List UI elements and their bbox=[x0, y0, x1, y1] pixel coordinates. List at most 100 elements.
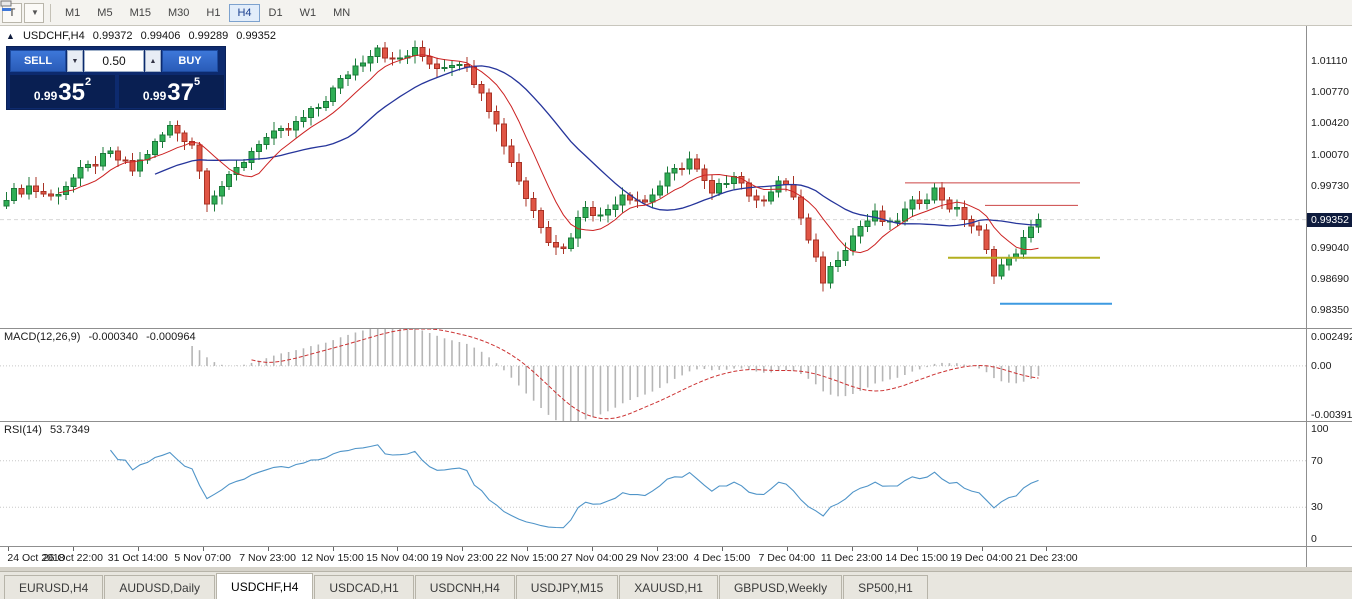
time-axis-label: 26 Oct 22:00 bbox=[42, 552, 103, 564]
one-click-trade-panel: SELL ▼ 0.50 ▲ BUY 0.99 35 2 0.99 37 5 bbox=[6, 46, 226, 110]
macd-panel[interactable]: MACD(12,26,9) -0.000340 -0.000964 bbox=[0, 329, 1306, 421]
time-tick bbox=[8, 547, 9, 551]
time-axis-label: 15 Nov 04:00 bbox=[366, 552, 429, 564]
timeframe-group: M1 M5 M15 M30 H1 H4 D1 W1 MN bbox=[57, 3, 359, 22]
timeframe-m1[interactable]: M1 bbox=[65, 6, 81, 19]
timeframe-h1[interactable]: H1 bbox=[206, 6, 221, 19]
price-panel[interactable]: ▲ USDCHF,H4 0.99372 0.99406 0.99289 0.99… bbox=[0, 26, 1306, 328]
price-axis-label: 1.00770 bbox=[1311, 85, 1349, 98]
palette-icon[interactable]: ▼ bbox=[0, 0, 44, 23]
time-axis-label: 19 Nov 23:00 bbox=[431, 552, 494, 564]
ask-price[interactable]: 0.99 37 5 bbox=[119, 75, 224, 108]
toolbar-separator bbox=[50, 3, 51, 22]
paint-roller-icon bbox=[0, 0, 12, 11]
ohlc-open: 0.99372 bbox=[92, 30, 133, 42]
buy-button[interactable]: BUY bbox=[162, 50, 218, 72]
chart-tab-usdjpy-m15[interactable]: USDJPY,M15 bbox=[515, 575, 619, 599]
chart-tab-gbpusd-weekly[interactable]: GBPUSD,Weekly bbox=[718, 575, 843, 599]
price-axis-label: 1.00420 bbox=[1311, 117, 1349, 130]
price-axis-label: 0.98690 bbox=[1311, 273, 1349, 286]
time-tick bbox=[592, 547, 594, 551]
bid-pipette: 2 bbox=[84, 76, 92, 88]
macd-main-value: -0.000340 bbox=[88, 331, 139, 343]
time-axis-label: 12 Nov 15:00 bbox=[301, 552, 364, 564]
rsi-axis-label: 0 bbox=[1311, 533, 1317, 545]
panel-separator[interactable] bbox=[0, 421, 1352, 422]
time-tick bbox=[527, 547, 529, 551]
candlestick-chart[interactable] bbox=[0, 26, 1306, 328]
time-tick bbox=[981, 547, 983, 551]
chart-tab-usdcad-h1[interactable]: USDCAD,H1 bbox=[314, 575, 414, 599]
time-tick bbox=[72, 547, 74, 551]
time-tick bbox=[397, 547, 399, 551]
time-tick bbox=[332, 547, 334, 551]
toolbar: T ▼ M1 M5 M15 M30 H1 H4 D1 W1 MN bbox=[0, 0, 1352, 26]
time-axis-label: 31 Oct 14:00 bbox=[107, 552, 168, 564]
current-price-badge: 0.99352 bbox=[1307, 212, 1352, 227]
bid-price[interactable]: 0.99 35 2 bbox=[10, 75, 115, 108]
timeframe-m5[interactable]: M5 bbox=[97, 6, 113, 19]
time-axis-label: 7 Dec 04:00 bbox=[758, 552, 816, 564]
time-tick bbox=[462, 547, 464, 551]
chart-tab-audusd-daily[interactable]: AUDUSD,Daily bbox=[104, 575, 216, 599]
chart-header: ▲ USDCHF,H4 0.99372 0.99406 0.99289 0.99… bbox=[6, 30, 281, 42]
panel-separator bbox=[0, 546, 1352, 547]
chart-tab-eurusd-h4[interactable]: EURUSD,H4 bbox=[4, 575, 104, 599]
sell-button[interactable]: SELL bbox=[10, 50, 66, 72]
price-axis: 1.01110 1.00770 1.00420 1.00070 0.99730 0.990… bbox=[1306, 26, 1352, 567]
time-axis-label: 24 Oct 2018 bbox=[7, 552, 65, 564]
rsi-axis-label: 70 bbox=[1311, 454, 1323, 467]
time-axis-label: 4 Dec 15:00 bbox=[693, 552, 751, 564]
time-tick bbox=[786, 547, 788, 551]
timeframe-w1[interactable]: W1 bbox=[299, 6, 317, 19]
ask-pipette: 5 bbox=[193, 76, 201, 88]
rsi-name: RSI(14) bbox=[4, 424, 42, 436]
macd-signal-value: -0.000964 bbox=[146, 331, 196, 343]
rsi-axis-label: 100 bbox=[1311, 423, 1329, 435]
time-axis-label: 14 Dec 15:00 bbox=[885, 552, 948, 564]
chart-tab-usdchf-h4[interactable]: USDCHF,H4 bbox=[216, 573, 314, 599]
ohlc-close: 0.99352 bbox=[236, 30, 277, 42]
panel-separator[interactable] bbox=[0, 328, 1352, 329]
time-axis-label: 19 Dec 04:00 bbox=[950, 552, 1013, 564]
chart-tab-usdcnh-h4[interactable]: USDCNH,H4 bbox=[414, 575, 515, 599]
chart-tab-sp500-h1[interactable]: SP500,H1 bbox=[843, 575, 928, 599]
lot-increase-button[interactable]: ▲ bbox=[145, 50, 161, 72]
time-axis-label: 22 Nov 15:00 bbox=[495, 552, 559, 564]
rsi-label: RSI(14) 53.7349 bbox=[4, 424, 95, 436]
macd-name: MACD(12,26,9) bbox=[4, 331, 81, 343]
macd-axis-label: 0.00 bbox=[1311, 359, 1332, 372]
lot-dropdown-button[interactable]: ▼ bbox=[67, 50, 83, 72]
timeframe-m30[interactable]: M30 bbox=[167, 6, 190, 19]
time-axis-label: 5 Nov 07:00 bbox=[174, 552, 231, 564]
timeframe-mn[interactable]: MN bbox=[333, 6, 351, 19]
price-axis-label: 0.99730 bbox=[1311, 179, 1349, 192]
lot-size-input[interactable]: 0.50 bbox=[84, 50, 144, 72]
symbol-period-label: USDCHF,H4 bbox=[22, 30, 85, 42]
chart-type-icon[interactable]: T bbox=[2, 2, 22, 23]
macd-axis-label: -0.003913 bbox=[1311, 409, 1352, 421]
price-axis-label: 0.99040 bbox=[1311, 241, 1349, 254]
one-click-collapse-icon[interactable]: ▲ bbox=[6, 31, 15, 41]
rsi-value: 53.7349 bbox=[49, 424, 90, 436]
chart-tab-xauusd-h1[interactable]: XAUUSD,H1 bbox=[619, 575, 718, 599]
timeframe-d1[interactable]: D1 bbox=[268, 6, 283, 19]
timeframe-m15[interactable]: M15 bbox=[129, 6, 151, 19]
timeframe-h4[interactable]: H4 bbox=[229, 3, 260, 22]
time-axis-label: 29 Nov 23:00 bbox=[625, 552, 689, 564]
ohlc-low: 0.99289 bbox=[188, 30, 229, 42]
price-axis-label: 1.01110 bbox=[1311, 55, 1348, 68]
window-strip bbox=[0, 567, 1352, 571]
time-tick bbox=[137, 547, 139, 551]
ask-prefix: 0.99 bbox=[142, 89, 167, 103]
time-tick bbox=[1046, 547, 1048, 551]
time-axis-label: 11 Dec 23:00 bbox=[820, 552, 883, 564]
time-axis-label: 21 Dec 23:00 bbox=[1015, 552, 1078, 564]
rsi-axis-label: 30 bbox=[1311, 501, 1323, 514]
macd-axis-label: 0.002492 bbox=[1311, 331, 1352, 343]
rsi-panel[interactable]: RSI(14) 53.7349 bbox=[0, 422, 1306, 546]
time-tick bbox=[916, 547, 918, 551]
rsi-chart bbox=[0, 444, 1306, 529]
time-axis-label: 27 Nov 04:00 bbox=[560, 552, 624, 564]
